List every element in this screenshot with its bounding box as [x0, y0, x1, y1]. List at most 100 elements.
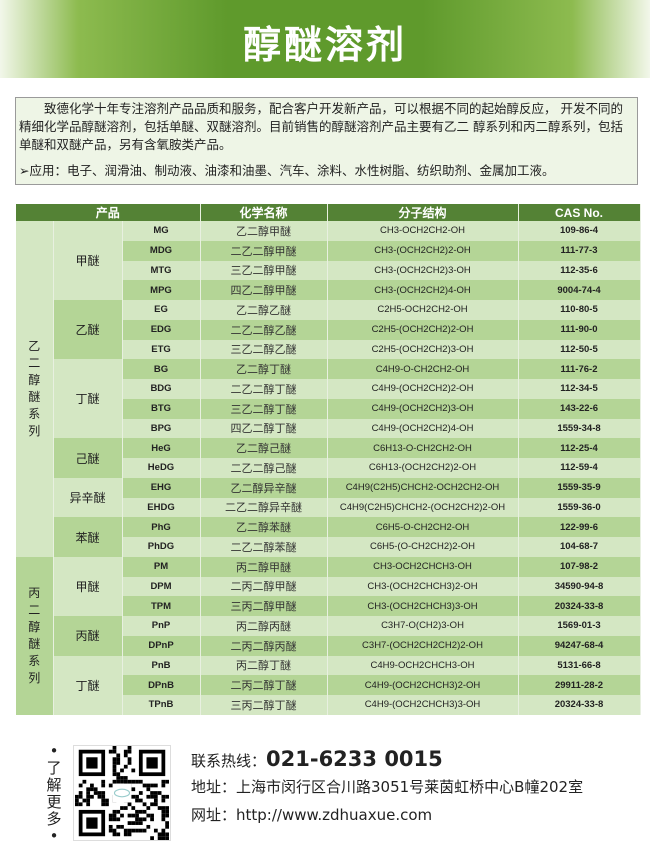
molecular-structure: C4H9-(OCH2CHCH3)2-OH: [327, 675, 519, 695]
table-row: ETG 三乙二醇乙醚 C2H5-(OCH2CH2)3-OH 112-50-5: [16, 339, 641, 360]
product-code: BPG: [122, 418, 201, 439]
chemical-name: 三乙二醇丁醚: [200, 398, 328, 419]
learn-more-label: •了解更多•: [46, 742, 62, 845]
intro-box: 致德化学十年专注溶剂产品品质和服务，配合客户开发新产品，可以根据不同的起始醇反应…: [15, 97, 638, 185]
chemical-name: 二乙二醇己醚: [200, 458, 328, 478]
molecular-structure: C2H5-(OCH2CH2)3-OH: [327, 339, 519, 360]
cas-number: 112-34-5: [518, 379, 641, 399]
cas-number: 107-98-2: [518, 556, 641, 577]
chemical-name: 丙二醇甲醚: [200, 556, 328, 577]
product-code: EHG: [122, 477, 201, 498]
group-cell: 苯醚: [53, 517, 123, 557]
molecular-structure: CH3-(OCH2CH2)3-OH: [327, 260, 519, 281]
table-row: EHDG 二乙二醇异辛醚 C4H9(C2H5)CHCH2-(OCH2CH2)2-OH…: [16, 497, 641, 518]
contact-info: 联系热线：021-6233 0015 地址：上海市闵行区合川路3051号莱茵虹桥…: [191, 745, 583, 829]
cas-number: 29911-28-2: [518, 675, 641, 695]
molecular-structure: CH3-OCH2CH2-OH: [327, 221, 519, 241]
product-code: PnP: [122, 616, 201, 636]
table-row: EDG 二乙二醇乙醚 C2H5-(OCH2CH2)2-OH 111-90-0: [16, 319, 641, 340]
footer: •了解更多• 联系热线：021-6233 0015 地址：上海市闵行区合川路30…: [0, 735, 650, 845]
title-banner: 醇醚溶剂: [0, 0, 650, 78]
group-cell: 异辛醚: [53, 477, 123, 518]
table-row: MPG 四乙二醇甲醚 CH3-(OCH2CH2)4-OH 9004-74-4: [16, 280, 641, 300]
chemical-name: 乙二醇丁醚: [200, 359, 328, 379]
chemical-name: 二丙二醇丁醚: [200, 675, 328, 695]
cas-number: 112-25-4: [518, 438, 641, 458]
group-cell: 乙醚: [53, 300, 123, 360]
cas-number: 5131-66-8: [518, 655, 641, 676]
intro-text: 致德化学十年专注溶剂产品品质和服务，配合客户开发新产品，可以根据不同的起始醇反应…: [19, 101, 623, 152]
header-structure: 分子结构: [327, 204, 519, 221]
molecular-structure: C3H7-(OCH2CH2CH2)2-OH: [327, 635, 519, 656]
chemical-name: 乙二醇己醚: [200, 438, 328, 458]
chemical-name: 乙二醇异辛醚: [200, 477, 328, 498]
molecular-structure: C4H9-(OCH2CHCH3)3-OH: [327, 695, 519, 715]
molecular-structure: C4H9-(OCH2CH2)2-OH: [327, 379, 519, 399]
header-product: 产品: [16, 204, 201, 221]
table-row: 苯醚 PhG 乙二醇苯醚 C6H5-O-CH2CH2-OH 122-99-6: [16, 517, 641, 557]
molecular-structure: C6H5-(O-CH2CH2)2-OH: [327, 537, 519, 557]
table-header: 产品 化学名称 分子结构 CAS No.: [16, 204, 641, 221]
molecular-structure: C3H7-O(CH2)3-OH: [327, 616, 519, 636]
chemical-name: 丙二醇丙醚: [200, 616, 328, 636]
table-row: 己醚 HeG 乙二醇己醚 C6H13-O-CH2CH2-OH 112-25-4: [16, 438, 641, 478]
table-row: 丁醚 PnB 丙二醇丁醚 C4H9-OCH2CHCH3-OH 5131-66-8: [16, 655, 641, 715]
cas-number: 112-59-4: [518, 458, 641, 478]
qr-code-icon: [75, 746, 169, 840]
molecular-structure: C4H9-(OCH2CH2)3-OH: [327, 398, 519, 419]
product-code: EDG: [122, 319, 201, 340]
table-row: 丙二醇醚系列 甲醚 PM 丙二醇甲醚 CH3-OCH2CHCH3-OH 107-98-2: [16, 556, 641, 715]
product-code: BDG: [122, 379, 201, 399]
chemical-name: 二乙二醇乙醚: [200, 319, 328, 340]
cas-number: 122-99-6: [518, 517, 641, 537]
cas-number: 34590-94-8: [518, 576, 641, 597]
cas-number: 9004-74-4: [518, 280, 641, 300]
chemical-name: 乙二醇苯醚: [200, 517, 328, 537]
molecular-structure: CH3-(OCH2CHCH3)3-OH: [327, 596, 519, 616]
product-code: EG: [122, 300, 201, 320]
table-row: BTG 三乙二醇丁醚 C4H9-(OCH2CH2)3-OH 143-22-6: [16, 398, 641, 419]
website-link[interactable]: 网址：http://www.zdhuaxue.com: [191, 806, 433, 824]
address: 地址：上海市闵行区合川路3051号莱茵虹桥中心B幢202室: [191, 778, 584, 796]
qr-code[interactable]: [73, 745, 171, 841]
page-title: 醇醚溶剂: [242, 23, 407, 67]
chemical-name: 乙二醇甲醚: [200, 221, 328, 241]
application-text: ➢应用：电子、润滑油、制动液、油漆和油墨、汽车、涂料、水性树脂、纺织助剂、金属加…: [19, 163, 555, 178]
phone-line: 联系热线：021-6233 0015: [191, 745, 583, 773]
molecular-structure: CH3-OCH2CHCH3-OH: [327, 556, 519, 577]
product-code: TPM: [122, 596, 201, 616]
table-row: 丙醚 PnP 丙二醇丙醚 C3H7-O(CH2)3-OH 1569-01-3: [16, 616, 641, 656]
cas-number: 1559-36-0: [518, 497, 641, 518]
chemical-name: 四乙二醇丁醚: [200, 418, 328, 439]
table-row: MDG 二乙二醇甲醚 CH3-(OCH2CH2)2-OH 111-77-3: [16, 240, 641, 261]
phone-number[interactable]: 021-6233 0015: [266, 747, 443, 771]
group-cell: 己醚: [53, 438, 123, 478]
table-row: 乙醚 EG 乙二醇乙醚 C2H5-OCH2CH2-OH 110-80-5: [16, 300, 641, 360]
chemical-name: 三丙二醇丁醚: [200, 695, 328, 715]
cas-number: 112-35-6: [518, 260, 641, 281]
product-code: DPnB: [122, 675, 201, 695]
product-code: MDG: [122, 240, 201, 261]
cas-number: 104-68-7: [518, 537, 641, 557]
molecular-structure: CH3-(OCH2CHCH3)2-OH: [327, 576, 519, 597]
series-cell: 丙二醇醚系列: [16, 556, 54, 715]
cas-number: 1559-34-8: [518, 418, 641, 439]
product-code: PM: [122, 556, 201, 577]
chemical-name: 三乙二醇甲醚: [200, 260, 328, 281]
cas-number: 111-90-0: [518, 319, 641, 340]
product-code: PhG: [122, 517, 201, 537]
chemical-name: 三乙二醇乙醚: [200, 339, 328, 360]
cas-number: 110-80-5: [518, 300, 641, 320]
chemical-name: 二乙二醇异辛醚: [200, 497, 328, 518]
table-row: MTG 三乙二醇甲醚 CH3-(OCH2CH2)3-OH 112-35-6: [16, 260, 641, 281]
table-row: BDG 二乙二醇丁醚 C4H9-(OCH2CH2)2-OH 112-34-5: [16, 379, 641, 399]
cas-number: 109-86-4: [518, 221, 641, 241]
cas-number: 1569-01-3: [518, 616, 641, 636]
chemical-name: 四乙二醇甲醚: [200, 280, 328, 300]
product-code: BTG: [122, 398, 201, 419]
product-code: DPnP: [122, 635, 201, 656]
cas-number: 20324-33-8: [518, 596, 641, 616]
product-code: MG: [122, 221, 201, 241]
molecular-structure: C4H9-(OCH2CH2)4-OH: [327, 418, 519, 439]
chemical-name: 二乙二醇甲醚: [200, 240, 328, 261]
